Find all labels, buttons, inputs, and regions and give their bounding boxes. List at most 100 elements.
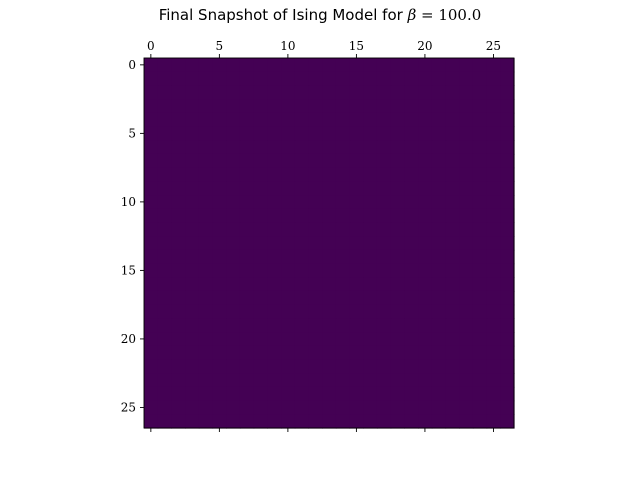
heatmap-cell (226, 304, 241, 319)
heatmap-cell (212, 400, 227, 415)
heatmap-cell (472, 126, 488, 141)
heatmap-cell (198, 332, 214, 347)
heatmap-cell (212, 373, 227, 388)
heatmap-cell (171, 414, 186, 429)
heatmap-cell (308, 345, 323, 361)
heatmap-cell (335, 208, 351, 224)
heatmap-cell (376, 208, 392, 224)
heatmap-cell (185, 386, 200, 402)
heatmap-cell (349, 236, 364, 251)
heatmap-cell (267, 263, 282, 278)
heatmap-cell (294, 195, 310, 210)
heatmap-cell (267, 99, 282, 114)
heatmap-cell (308, 222, 323, 237)
heatmap-cell (294, 222, 310, 237)
heatmap-cell (253, 332, 268, 347)
heatmap-cell (418, 345, 433, 361)
heatmap-cell (198, 222, 214, 237)
heatmap-cell (239, 249, 255, 265)
heatmap-cell (157, 263, 173, 278)
heatmap-cell (404, 400, 419, 415)
heatmap-cell (185, 332, 200, 347)
heatmap-cell (294, 373, 310, 388)
heatmap-cell (418, 400, 433, 415)
heatmap-cell (376, 400, 392, 415)
heatmap-cell (445, 332, 460, 347)
heatmap-cell (500, 386, 515, 402)
heatmap-cell (185, 153, 200, 169)
heatmap-cell (226, 373, 241, 388)
heatmap-cell (308, 71, 323, 87)
heatmap-cell (144, 208, 159, 224)
y-tick-label: 15 (121, 263, 136, 277)
heatmap-cell (418, 359, 433, 374)
heatmap-cell (171, 373, 186, 388)
heatmap-cell (500, 373, 515, 388)
heatmap-cell (431, 304, 447, 319)
heatmap-cell (459, 290, 474, 306)
heatmap-cell (459, 277, 474, 292)
heatmap-cell (226, 386, 241, 402)
heatmap-cell (212, 126, 227, 141)
heatmap-cell (294, 71, 310, 87)
heatmap-cell (335, 58, 351, 73)
heatmap-cell (294, 290, 310, 306)
heatmap-cell (472, 181, 488, 196)
heatmap-cell (226, 112, 241, 128)
heatmap-cell (376, 71, 392, 87)
heatmap-cell (157, 249, 173, 265)
heatmap-cell (185, 414, 200, 429)
heatmap-cell (376, 181, 392, 196)
heatmap-cell (226, 58, 241, 73)
heatmap-cell (431, 400, 447, 415)
heatmap-cell (363, 332, 378, 347)
heatmap-cell (239, 99, 255, 114)
heatmap-cell (445, 400, 460, 415)
heatmap-cell (171, 181, 186, 196)
heatmap-cell (185, 400, 200, 415)
x-axis-ticks: 0 5 10 15 20 25 (147, 39, 501, 432)
heatmap-cell (459, 126, 474, 141)
heatmap-cell (267, 112, 282, 128)
heatmap-cell (308, 167, 323, 182)
x-tick-label: 0 (147, 39, 155, 53)
heatmap-cell (253, 222, 268, 237)
heatmap-cell (500, 71, 515, 87)
heatmap-cell (281, 318, 296, 333)
heatmap-cell (376, 414, 392, 429)
heatmap-cell (144, 318, 159, 333)
heatmap-cell (226, 414, 241, 429)
heatmap-cell (431, 236, 447, 251)
heatmap-cell (212, 153, 227, 169)
heatmap-cell (157, 414, 173, 429)
heatmap-cell (294, 345, 310, 361)
heatmap-cell (418, 85, 433, 100)
heatmap-cell (486, 126, 501, 141)
heatmap-cell (349, 414, 364, 429)
heatmap-cell (500, 167, 515, 182)
heatmap-cell (486, 181, 501, 196)
heatmap-cell (472, 414, 488, 429)
heatmap-cell (322, 71, 337, 87)
heatmap-cell (418, 222, 433, 237)
heatmap-cell (281, 400, 296, 415)
heatmap-cell (267, 222, 282, 237)
heatmap-cell (157, 85, 173, 100)
heatmap-cell (253, 277, 268, 292)
heatmap-cell (418, 249, 433, 265)
heatmap-cell (500, 112, 515, 128)
heatmap-cell (198, 414, 214, 429)
heatmap-cell (335, 153, 351, 169)
heatmap-cell (212, 112, 227, 128)
heatmap-cell (486, 112, 501, 128)
heatmap-cell (459, 112, 474, 128)
heatmap-cell (335, 373, 351, 388)
heatmap-cell (363, 208, 378, 224)
heatmap-cell (144, 58, 159, 73)
heatmap-cell (322, 249, 337, 265)
heatmap-cell (185, 249, 200, 265)
heatmap-cell (322, 373, 337, 388)
heatmap-cell (500, 359, 515, 374)
heatmap-cell (157, 318, 173, 333)
heatmap-cell (281, 304, 296, 319)
